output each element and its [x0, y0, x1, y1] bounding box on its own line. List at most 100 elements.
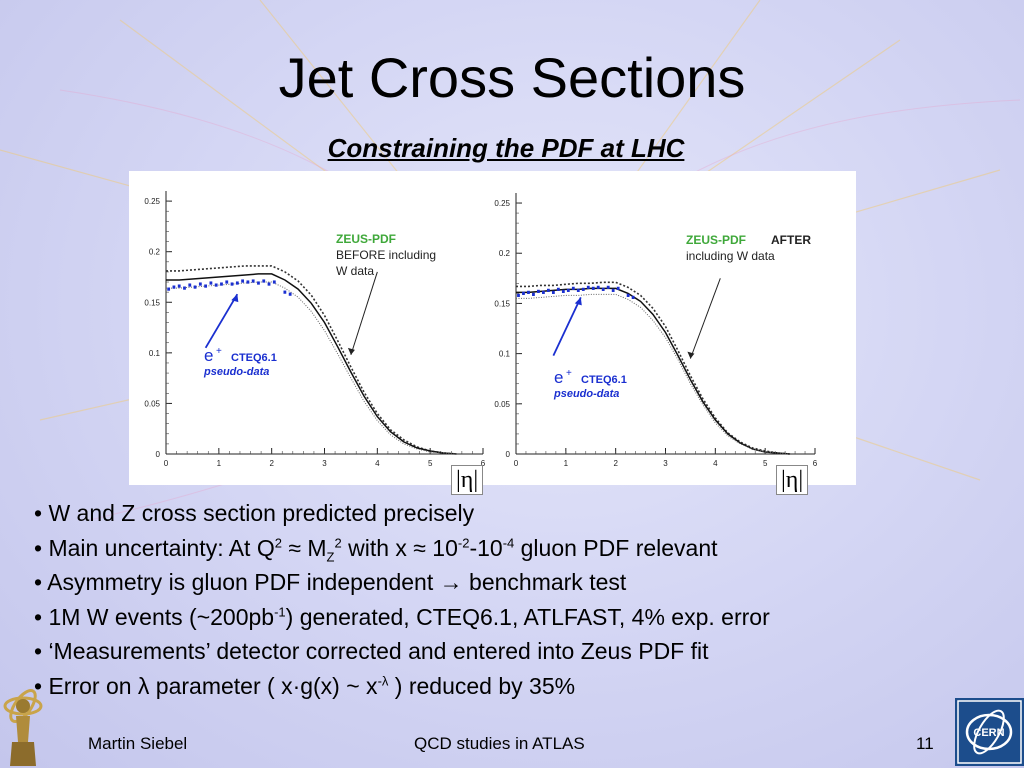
- data-point: [235, 281, 239, 285]
- data-point: [183, 286, 186, 290]
- y-tick-label: 0.2: [149, 248, 161, 257]
- x-tick-label: 1: [564, 459, 569, 468]
- data-point: [561, 289, 565, 293]
- annotation-line2: including W data: [686, 249, 775, 263]
- data-label-e: e: [204, 346, 213, 365]
- data-point: [251, 279, 255, 283]
- data-point: [198, 282, 202, 286]
- data-point: [172, 285, 176, 289]
- atlas-logo: [3, 689, 43, 766]
- bullet-item: • 1M W events (~200pb-1) generated, CTEQ…: [34, 600, 994, 635]
- slide-subtitle: Constraining the PDF at LHC: [327, 133, 685, 163]
- data-point: [267, 282, 271, 286]
- footer-page-number: 11: [916, 734, 934, 753]
- data-point: [177, 284, 181, 288]
- data-point: [193, 285, 197, 289]
- data-point: [209, 281, 213, 285]
- x-tick-label: 2: [613, 459, 618, 468]
- bullet-item: • W and Z cross section predicted precis…: [34, 500, 475, 526]
- data-point: [532, 292, 535, 296]
- slide-title: Jet Cross Sections: [278, 46, 746, 109]
- bullet-list: • W and Z cross section predicted precis…: [34, 496, 994, 703]
- series-line-central: [166, 273, 457, 455]
- x-tick-label: 6: [813, 459, 818, 468]
- band-arrow: [689, 278, 721, 359]
- bullet-item: • Asymmetry is gluon PDF independent → b…: [34, 569, 627, 595]
- data-point: [566, 288, 570, 292]
- annotation-zeus: ZEUS-PDF: [336, 232, 396, 246]
- chart-before: 0 0.05 0.1 0.15 0.2 0.25 0 1 2 3 4 5 6 ZEUS-PDF BEFORE…: [144, 191, 486, 468]
- data-point: [214, 283, 218, 287]
- data-label-pseudo: pseudo-data: [203, 366, 269, 378]
- y-tick-label: 0: [506, 450, 511, 459]
- annotation-line1: BEFORE including: [336, 248, 436, 262]
- data-point: [272, 280, 276, 284]
- chart-after: 0 0.05 0.1 0.15 0.2 0.25 0 1 2 3 4 5 6 ZEUS-PDF AFTER i…: [494, 193, 818, 468]
- data-arrow: [204, 293, 239, 349]
- text: ) generated, CTEQ6.1, ATLFAST, 4% exp. e…: [285, 603, 770, 630]
- superscript: -λ: [377, 672, 389, 688]
- superscript: -4: [502, 534, 515, 550]
- data-arrow: [552, 297, 582, 357]
- data-label-cteq: CTEQ6.1: [581, 374, 627, 386]
- data-point: [556, 287, 560, 291]
- data-arrow-head: [231, 294, 239, 303]
- data-point: [230, 282, 234, 286]
- data-point: [283, 290, 287, 294]
- data-point: [522, 291, 525, 295]
- data-point: [188, 283, 192, 287]
- text: -10: [469, 534, 503, 561]
- data-point: [601, 287, 605, 291]
- x-tick-label: 0: [514, 459, 519, 468]
- data-point: [586, 285, 590, 289]
- band-arrow: [350, 271, 378, 356]
- y-tick-label: 0.05: [144, 399, 160, 408]
- annotation-after: AFTER: [771, 233, 811, 247]
- data-point: [517, 293, 520, 297]
- bullet-item: • Error on λ parameter ( x·g(x) ~ x-λ ) …: [34, 669, 994, 704]
- data-label-pseudo: pseudo-data: [553, 388, 619, 400]
- data-point: [611, 288, 615, 292]
- annotation-zeus: ZEUS-PDF: [686, 233, 746, 247]
- data-point: [542, 290, 545, 294]
- y-tick-label: 0.15: [494, 299, 510, 308]
- cern-logo-text: CERN: [973, 727, 1004, 739]
- data-point: [631, 295, 635, 299]
- data-label-plus: +: [566, 368, 572, 379]
- data-point: [288, 292, 292, 296]
- annotation-line2: W data: [336, 264, 374, 278]
- x-tick-label: 2: [269, 459, 274, 468]
- eta-label-left: |η|: [451, 465, 484, 495]
- y-tick-label: 0.2: [499, 249, 511, 258]
- eta-label-right: |η|: [776, 465, 809, 495]
- x-tick-label: 4: [713, 459, 718, 468]
- series-line-lower: [166, 281, 457, 455]
- superscript: 2: [334, 534, 342, 550]
- data-label-e: e: [554, 368, 563, 387]
- data-label-plus: +: [216, 346, 222, 357]
- bullet-item: • Main uncertainty: At Q2 ≈ MZ2 with x ≈…: [34, 531, 994, 566]
- band-arrow-head: [347, 347, 355, 355]
- superscript: -2: [457, 534, 470, 550]
- y-tick-label: 0: [156, 450, 161, 459]
- data-point: [626, 293, 630, 297]
- series-line-upper: [516, 281, 791, 455]
- data-point: [537, 289, 540, 293]
- text: • Main uncertainty: At Q: [34, 534, 275, 561]
- footer-author: Martin Siebel: [88, 734, 188, 753]
- superscript: -1: [274, 603, 286, 619]
- x-tick-label: 6: [481, 459, 486, 468]
- text: ≈ M: [281, 534, 327, 561]
- data-point: [616, 286, 620, 290]
- data-point: [591, 286, 595, 290]
- text: gluon PDF relevant: [514, 534, 718, 561]
- data-point: [576, 288, 580, 292]
- data-point: [596, 285, 600, 289]
- x-tick-label: 3: [663, 459, 668, 468]
- y-tick-label: 0.25: [494, 199, 510, 208]
- data-point: [246, 280, 250, 284]
- series-line-upper: [166, 265, 457, 455]
- text: • 1M W events (~200pb: [34, 603, 275, 630]
- text: with x ≈ 10: [341, 534, 458, 561]
- data-point: [527, 290, 530, 294]
